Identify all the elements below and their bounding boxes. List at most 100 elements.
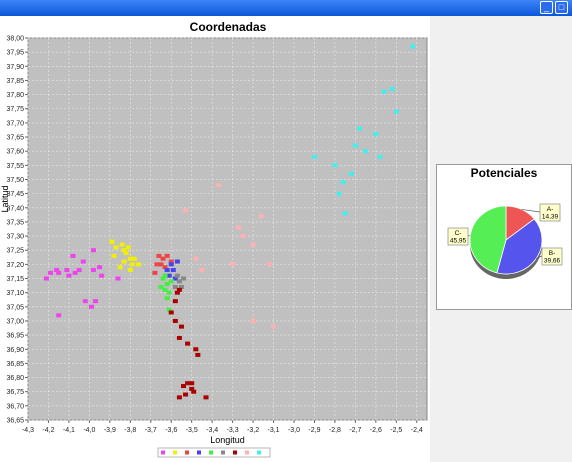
legend-swatch [209, 450, 213, 455]
data-point [176, 395, 182, 400]
data-point [266, 262, 272, 267]
data-point [80, 259, 86, 264]
data-point [181, 276, 187, 281]
data-point [97, 265, 103, 270]
y-tick-label: 37,05 [6, 304, 24, 311]
window-titlebar: _ □ [0, 0, 572, 16]
pie-label-value: 39,66 [544, 258, 561, 265]
minimize-button[interactable]: _ [540, 1, 553, 14]
y-tick-label: 36,65 [6, 418, 24, 425]
data-point [164, 282, 170, 287]
y-axis-label: Latitud [0, 185, 10, 212]
y-tick-label: 37,00 [6, 318, 24, 325]
y-tick-label: 37,20 [6, 262, 24, 269]
data-point [172, 285, 178, 290]
y-tick-label: 37,25 [6, 248, 24, 255]
data-point [172, 276, 178, 281]
pie-title: Potenciales [470, 166, 538, 180]
data-point [162, 265, 168, 270]
data-point [82, 299, 88, 304]
data-point [352, 143, 358, 148]
data-point [127, 256, 133, 261]
y-tick-label: 37,35 [6, 219, 24, 226]
data-point [176, 279, 182, 284]
y-tick-label: 37,70 [6, 120, 24, 127]
data-point [240, 234, 246, 239]
pie-label-leader [535, 255, 543, 259]
y-tick-label: 36,90 [6, 347, 24, 354]
data-point [168, 310, 174, 315]
data-point [191, 389, 197, 394]
data-point [373, 132, 379, 137]
data-point [181, 384, 187, 389]
data-point [410, 44, 416, 49]
data-point [189, 386, 195, 391]
data-point [93, 299, 99, 304]
data-point [340, 180, 346, 185]
data-point [43, 276, 49, 281]
pie-label-leader [521, 209, 541, 213]
data-point [129, 262, 135, 267]
legend-swatch [185, 450, 189, 455]
data-point [215, 183, 221, 188]
x-tick-label: -4,3 [22, 427, 34, 434]
data-point [176, 335, 182, 340]
pie-label-name: B- [549, 250, 556, 257]
y-tick-label: 37,40 [6, 205, 24, 212]
data-point [172, 318, 178, 323]
x-tick-label: -3,9 [104, 427, 116, 434]
data-point [123, 251, 129, 256]
y-tick-label: 37,65 [6, 135, 24, 142]
x-tick-label: -3,1 [268, 427, 280, 434]
data-point [236, 225, 242, 230]
data-point [154, 262, 160, 267]
data-point [250, 318, 256, 323]
data-point [381, 89, 387, 94]
data-point [156, 253, 162, 258]
x-tick-label: -3,6 [165, 427, 177, 434]
data-point [168, 279, 174, 284]
data-point [172, 299, 178, 304]
legend-swatch [233, 450, 237, 455]
pie-label-box [541, 247, 563, 266]
data-point [377, 154, 383, 159]
data-point [125, 245, 131, 250]
x-tick-label: -2,9 [308, 427, 320, 434]
data-point [121, 259, 127, 264]
legend-swatch [245, 450, 249, 455]
data-point [131, 256, 137, 261]
data-point [164, 268, 170, 273]
x-tick-label: -3,5 [186, 427, 198, 434]
data-point [174, 273, 180, 278]
data-point [250, 242, 256, 247]
y-tick-label: 36,85 [6, 361, 24, 368]
data-point [117, 265, 123, 270]
data-point [193, 256, 199, 261]
data-point [76, 268, 82, 273]
legend-swatch [257, 450, 261, 455]
data-point [166, 273, 172, 278]
data-point [66, 273, 72, 278]
data-point [271, 324, 277, 329]
data-point [363, 149, 369, 154]
data-point [258, 214, 264, 219]
x-tick-label: -2,8 [329, 427, 341, 434]
y-tick-label: 37,45 [6, 191, 24, 198]
data-point [189, 381, 195, 386]
plot-area [27, 37, 428, 421]
data-point [70, 253, 76, 258]
data-point [356, 126, 362, 131]
data-point [158, 262, 164, 267]
data-point [311, 154, 317, 159]
maximize-button[interactable]: □ [555, 1, 568, 14]
data-point [183, 392, 189, 397]
data-point [185, 381, 191, 386]
y-tick-label: 37,90 [6, 64, 24, 71]
pie-label-name: C- [455, 230, 462, 237]
pie-label-box [539, 203, 561, 222]
data-point [166, 307, 172, 312]
data-point [178, 285, 184, 290]
data-point [113, 245, 119, 250]
data-point [203, 395, 209, 400]
data-point [170, 268, 176, 273]
